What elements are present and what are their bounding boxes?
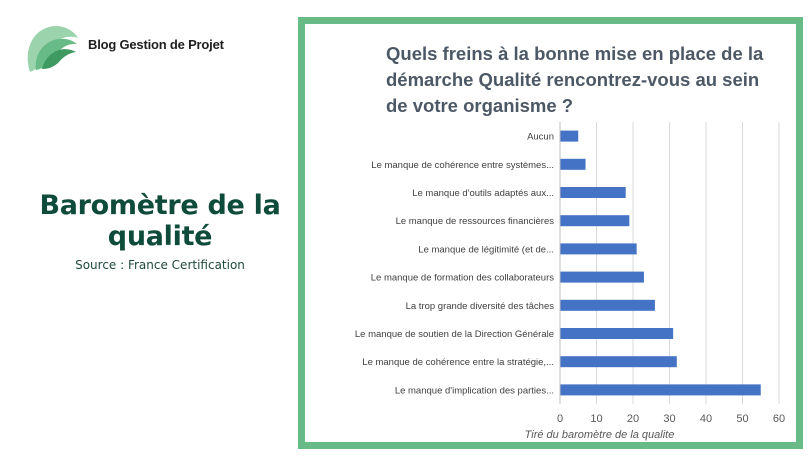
chart-title-line-1: Quels freins à la bonne mise en place de… (386, 43, 764, 64)
category-label: Le manque de soutien de la Direction Gén… (355, 329, 554, 340)
brand-name: Blog Gestion de Projet (88, 37, 224, 52)
bar (560, 158, 586, 170)
page-title: Baromètre de la qualité (25, 190, 295, 252)
x-tick-label: 20 (627, 413, 639, 425)
bar (560, 356, 677, 368)
x-tick-label: 40 (700, 413, 712, 425)
category-label: Le manque de ressources financières (396, 216, 555, 227)
category-label: Le manque de cohérence entre la stratégi… (362, 357, 554, 368)
chart-title-line-2: démarche Qualité rencontrez-vous au sein (386, 69, 760, 90)
category-label: Le manque de cohérence entre systèmes... (371, 160, 554, 171)
page-title-line-1: Baromètre de la (39, 190, 281, 221)
bar-chart: 0 10 20 30 40 50 60 Aucun Le manque de cohérence… (355, 122, 785, 441)
category-label: Le manque de légitimité (et de... (418, 244, 554, 255)
category-label: Le manque d'outils adaptés aux... (412, 188, 554, 199)
bar (560, 299, 655, 311)
bar (560, 384, 761, 396)
chart-frame: Quels freins à la bonne mise en place de… (298, 17, 803, 449)
category-label: Le manque d'implication des parties... (395, 385, 554, 396)
page-title-line-2: qualité (107, 221, 213, 252)
category-label: La trop grande diversité des tâches (406, 301, 555, 312)
category-label: Aucun (527, 132, 554, 143)
x-tick-label: 30 (663, 413, 675, 425)
x-tick-label: 50 (736, 413, 748, 425)
bar (560, 187, 626, 198)
bar (560, 215, 630, 227)
bar (560, 130, 579, 142)
bar (560, 328, 674, 339)
chart-title: Quels freins à la bonne mise en place de… (386, 41, 801, 119)
bar (560, 243, 637, 255)
chart-title-line-3: de votre organisme ? (386, 95, 574, 116)
category-label: Le manque de formation des collaborateur… (371, 273, 555, 284)
bar (560, 271, 644, 283)
blog-logo-icon (27, 26, 78, 72)
source-caption: Source : France Certification (75, 258, 245, 272)
x-tick-label: 10 (590, 413, 602, 425)
x-tick-label: 60 (773, 413, 785, 425)
x-tick-label: 0 (557, 413, 563, 425)
x-axis-label: Tiré du baromètre de la qualite (525, 429, 675, 441)
